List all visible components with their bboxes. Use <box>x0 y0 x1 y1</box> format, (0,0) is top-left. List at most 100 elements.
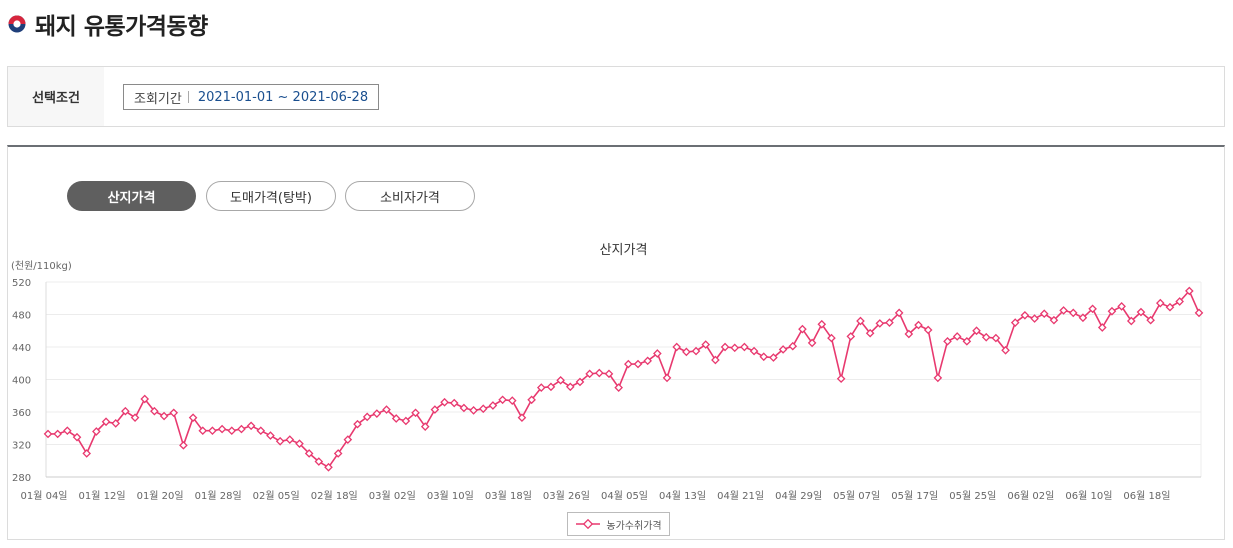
period-label: 조회기간 <box>134 91 182 107</box>
x-tick-label: 02월 18일 <box>311 490 358 502</box>
x-tick-label: 03월 02일 <box>369 490 416 502</box>
data-point <box>440 397 449 407</box>
chart-panel: 산지가격 도매가격(탕박) 소비자가격 산지가격 (천원/110kg) 280 320… <box>7 145 1225 540</box>
data-point <box>730 343 740 353</box>
page-title-row: 돼지 유통가격동향 <box>8 8 208 40</box>
period-divider <box>187 91 189 103</box>
data-point <box>1194 308 1204 318</box>
data-point <box>798 324 807 334</box>
legend-label: 농가수취가격 <box>606 520 662 532</box>
x-tick-label: 04월 29일 <box>775 490 822 502</box>
x-tick-label: 06월 02일 <box>1007 490 1054 502</box>
data-point <box>1097 323 1107 332</box>
data-point <box>604 369 614 379</box>
data-point <box>633 359 643 369</box>
data-point <box>43 429 53 439</box>
data-point <box>401 416 411 426</box>
data-point <box>585 369 594 379</box>
data-point <box>198 426 208 436</box>
data-point <box>459 403 469 413</box>
diamond-line-icon <box>576 519 601 529</box>
data-point <box>159 411 169 421</box>
x-tick-label: 05월 07일 <box>833 490 880 502</box>
tab-consumer-price[interactable]: 소비자가격 <box>345 181 475 211</box>
period-value[interactable]: 2021-01-01 ~ 2021-06-28 <box>197 89 369 105</box>
data-point <box>1049 315 1059 325</box>
data-point <box>546 382 556 392</box>
data-point <box>923 325 933 335</box>
data-point <box>382 405 391 414</box>
data-point <box>469 406 478 415</box>
data-point <box>653 349 662 358</box>
data-point <box>1088 304 1097 314</box>
period-selector[interactable]: 조회기간 2021-01-01 ~ 2021-06-28 <box>123 84 380 110</box>
price-line-chart: 산지가격 (천원/110kg) 280 320 360 400 440 480 520 01월 0… <box>11 243 1204 502</box>
chart-title: 산지가격 <box>600 243 648 258</box>
data-point <box>295 439 304 449</box>
x-tick-label: 05월 17일 <box>891 490 938 502</box>
data-point <box>672 342 682 352</box>
data-point <box>1185 286 1194 296</box>
x-tick-label: 03월 10일 <box>427 490 474 502</box>
x-tick-label: 06월 18일 <box>1123 490 1170 502</box>
data-point <box>1059 306 1068 315</box>
data-point <box>150 406 159 416</box>
data-point <box>111 419 121 428</box>
data-point <box>749 346 759 356</box>
data-point <box>1107 306 1117 316</box>
data-point <box>1039 309 1049 319</box>
tab-farm-price[interactable]: 산지가격 <box>67 181 196 211</box>
y-tick-label: 360 <box>12 408 31 419</box>
data-point <box>817 319 827 329</box>
data-point <box>333 449 343 458</box>
data-point <box>943 336 952 346</box>
data-point <box>246 421 256 431</box>
page-title: 돼지 유통가격동향 <box>35 14 208 40</box>
data-point <box>865 328 875 338</box>
y-tick-label: 520 <box>12 278 31 289</box>
data-point <box>179 440 188 450</box>
data-point <box>188 413 198 423</box>
data-point <box>536 383 546 392</box>
x-tick-label: 04월 21일 <box>717 490 764 502</box>
data-point <box>324 462 333 472</box>
x-tick-label: 05월 25일 <box>949 490 996 502</box>
condition-label: 선택조건 <box>8 67 104 126</box>
data-point <box>711 355 720 365</box>
data-point <box>836 374 846 384</box>
data-point <box>1001 345 1010 355</box>
data-point <box>972 326 981 336</box>
korea-emblem-icon <box>8 15 26 33</box>
data-point <box>63 426 72 436</box>
data-point <box>140 394 150 404</box>
y-tick-label: 480 <box>12 311 31 322</box>
data-point <box>411 408 420 418</box>
data-point <box>1068 308 1078 318</box>
data-point <box>1030 314 1039 323</box>
data-point <box>807 338 817 348</box>
data-point <box>237 424 246 434</box>
data-point <box>575 377 585 387</box>
data-point <box>769 353 778 362</box>
data-point <box>759 352 769 362</box>
data-point <box>266 431 275 440</box>
data-point <box>208 426 217 436</box>
data-point <box>478 404 488 414</box>
data-point <box>778 345 788 354</box>
x-tick-label: 01월 04일 <box>20 490 67 502</box>
data-point <box>720 342 730 352</box>
data-point <box>82 449 92 458</box>
data-point <box>121 406 130 416</box>
selection-condition-box: 선택조건 조회기간 2021-01-01 ~ 2021-06-28 <box>7 66 1225 127</box>
data-point <box>1136 307 1146 317</box>
data-point <box>691 346 701 356</box>
tab-wholesale-price[interactable]: 도매가격(탕박) <box>206 181 336 211</box>
chart-legend[interactable]: 농가수취가격 <box>567 512 670 536</box>
data-point <box>353 419 362 429</box>
data-point <box>498 395 507 405</box>
data-point <box>1117 302 1126 311</box>
x-tick-label: 01월 28일 <box>195 490 242 502</box>
data-point <box>527 395 536 405</box>
data-point <box>169 408 179 418</box>
y-axis-label: (천원/110kg) <box>11 260 72 272</box>
